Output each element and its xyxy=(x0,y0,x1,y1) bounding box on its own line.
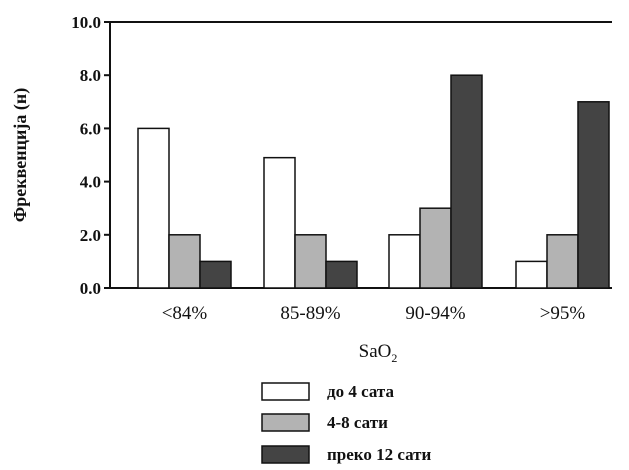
bar-9094-series-1 xyxy=(388,234,421,289)
y-tick-label: 4.0 xyxy=(80,173,101,192)
bar-95-series-3 xyxy=(577,101,610,289)
bar-8589-series-1 xyxy=(263,156,296,289)
bar-95-series-2 xyxy=(546,234,579,289)
bar-9094-series-2 xyxy=(419,207,452,289)
bars xyxy=(137,74,610,289)
legend: до 4 сата 4-8 сати преко 12 сати xyxy=(261,382,432,464)
y-tick-label: 8.0 xyxy=(80,66,101,85)
bar-84-series-2 xyxy=(168,234,201,289)
x-tick-label: 90-94% xyxy=(405,303,465,324)
x-tick-label: 85-89% xyxy=(280,303,340,324)
legend-label-2: 4-8 сати xyxy=(327,413,388,432)
bar-84-series-1 xyxy=(137,127,170,289)
x-tick-label: >95% xyxy=(540,303,586,324)
y-ticks: 0.0 2.0 4.0 6.0 8.0 10.0 xyxy=(71,13,110,298)
x-axis-title-subscript: 2 xyxy=(391,351,397,365)
legend-swatch-3 xyxy=(261,445,310,464)
y-tick-label: 6.0 xyxy=(80,119,101,138)
y-tick-label: 2.0 xyxy=(80,226,101,245)
x-axis-title: SaO2 xyxy=(359,341,398,365)
y-tick-label: 0.0 xyxy=(80,279,101,298)
x-tick-labels: <84% 85-89% 90-94% >95% xyxy=(162,303,586,324)
bar-8589-series-2 xyxy=(294,234,327,289)
legend-swatch-1 xyxy=(261,382,310,401)
y-axis-title: Фреквенција (н) xyxy=(10,88,31,223)
bar-9094-series-3 xyxy=(450,74,483,289)
bar-8589-series-3 xyxy=(325,260,358,289)
x-tick-label: <84% xyxy=(162,303,208,324)
legend-label-3: преко 12 сати xyxy=(327,445,432,464)
bar-95-series-1 xyxy=(515,260,548,289)
bar-84-series-3 xyxy=(199,260,232,289)
y-tick-label: 10.0 xyxy=(71,13,101,32)
x-axis-title-main: SaO xyxy=(359,341,392,362)
legend-label-1: до 4 сата xyxy=(327,382,394,401)
legend-swatch-2 xyxy=(261,413,310,432)
